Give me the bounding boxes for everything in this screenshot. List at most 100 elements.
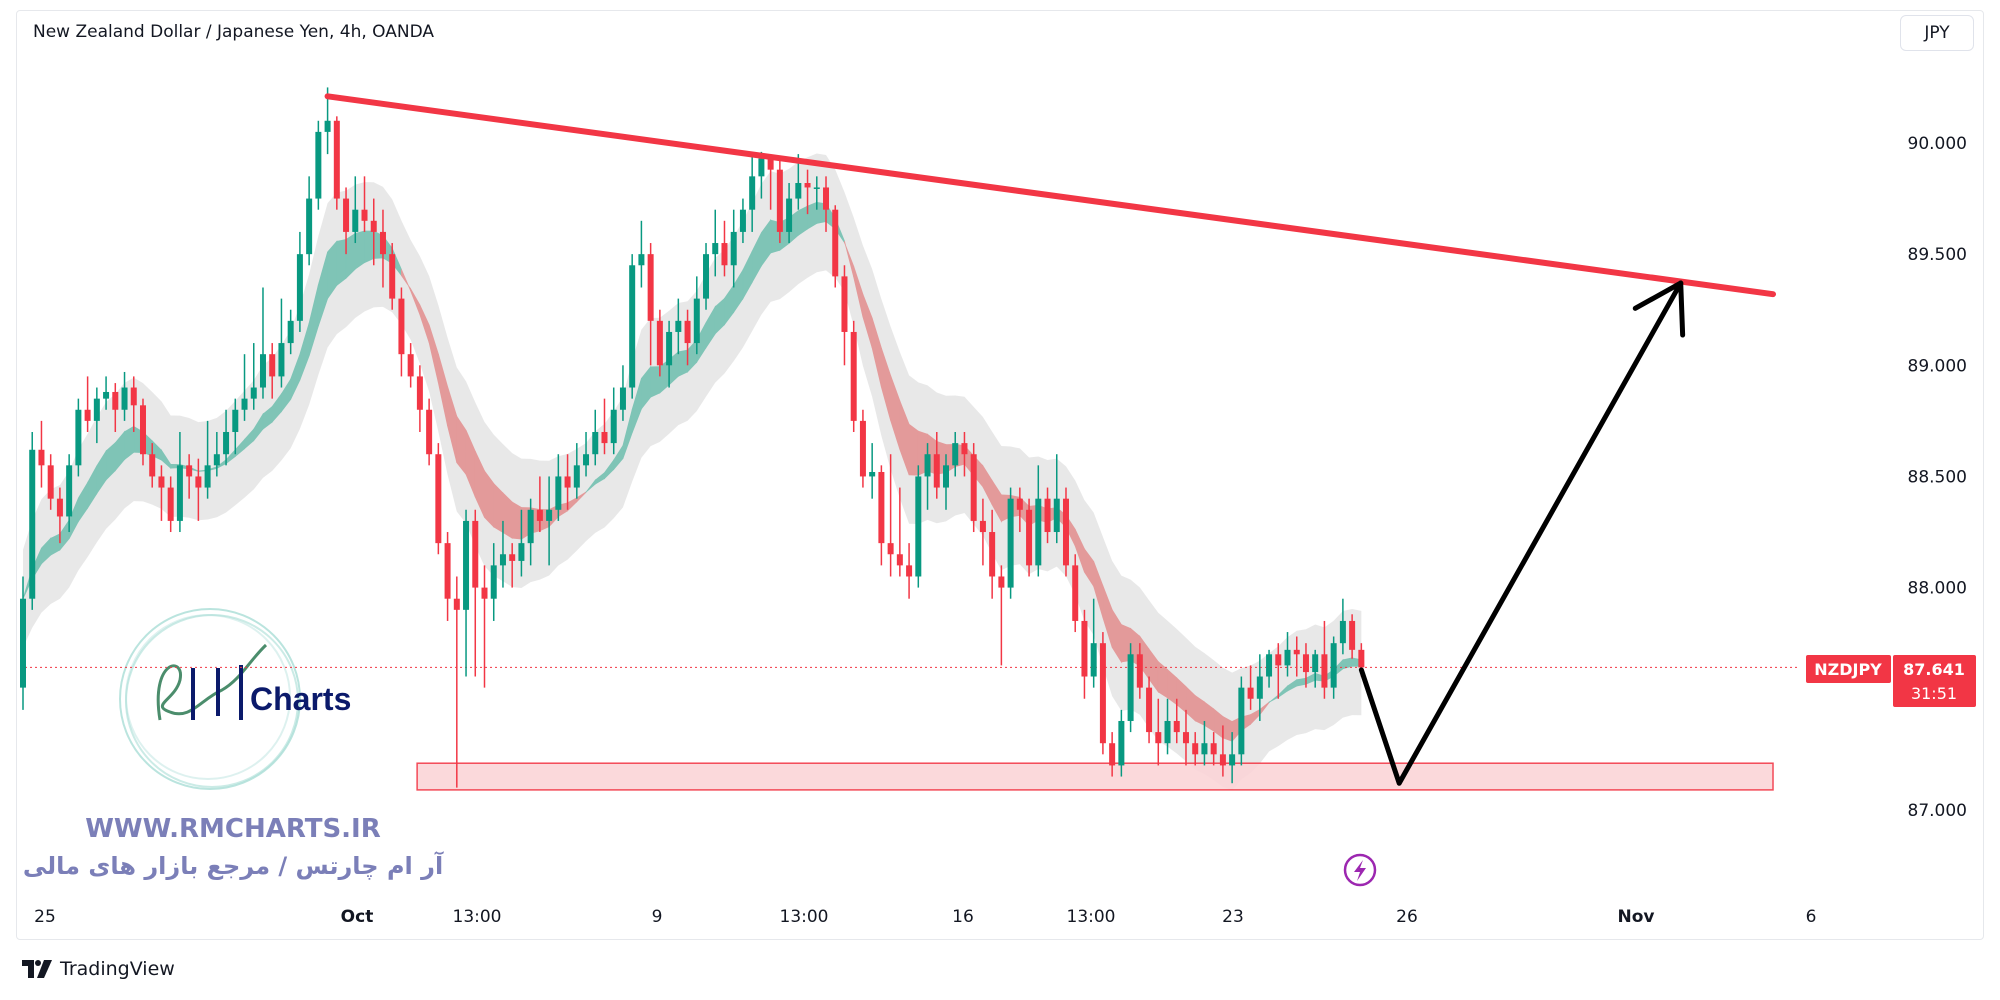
candle bbox=[121, 371, 128, 421]
candle-body bbox=[1275, 654, 1282, 666]
candle bbox=[139, 398, 146, 466]
candle-body bbox=[527, 509, 534, 544]
candle bbox=[1118, 709, 1125, 777]
tradingview-brand[interactable]: TradingView bbox=[22, 958, 175, 980]
price-tick-label: 87.000 bbox=[1908, 801, 1967, 821]
candle-body bbox=[389, 254, 396, 299]
candle-body bbox=[859, 420, 866, 477]
tradingview-text: TradingView bbox=[60, 958, 175, 980]
candle bbox=[610, 387, 617, 455]
candle-body bbox=[776, 169, 783, 232]
candle-body bbox=[1358, 649, 1365, 668]
ema-ribbon-segment bbox=[336, 238, 347, 287]
candle bbox=[241, 354, 248, 421]
candle bbox=[499, 520, 506, 588]
candle bbox=[389, 243, 396, 310]
candle bbox=[906, 543, 913, 599]
candle-body bbox=[1118, 720, 1125, 766]
candle-body bbox=[1266, 654, 1273, 677]
currency-button[interactable]: JPY bbox=[1900, 15, 1974, 51]
lightning-icon[interactable] bbox=[1343, 853, 1377, 887]
candle bbox=[1284, 632, 1291, 677]
candle-body bbox=[1136, 654, 1143, 688]
candle bbox=[416, 365, 423, 432]
candle bbox=[1302, 643, 1309, 688]
candle bbox=[306, 176, 313, 266]
candle-body bbox=[139, 405, 146, 455]
candle-body bbox=[758, 158, 765, 177]
candle bbox=[195, 458, 202, 521]
candle-body bbox=[1256, 676, 1263, 699]
candle bbox=[1099, 632, 1106, 755]
candle bbox=[490, 543, 497, 621]
candle bbox=[1164, 698, 1171, 755]
ema-envelope bbox=[23, 153, 1362, 791]
candle-body bbox=[379, 231, 386, 255]
candle bbox=[1256, 654, 1263, 721]
candle-body bbox=[1127, 654, 1134, 721]
candle-body bbox=[804, 183, 811, 188]
candle-body bbox=[1062, 498, 1069, 566]
candle bbox=[176, 431, 183, 533]
candle-body bbox=[1284, 649, 1291, 666]
candle bbox=[1182, 709, 1189, 766]
candle-body bbox=[1099, 643, 1106, 744]
candle-body bbox=[1219, 754, 1226, 766]
candle bbox=[573, 443, 580, 499]
candles bbox=[20, 87, 1365, 788]
candle bbox=[444, 532, 451, 621]
candle bbox=[638, 220, 645, 288]
candle-body bbox=[970, 454, 977, 521]
candle bbox=[1293, 636, 1300, 677]
candle bbox=[1275, 643, 1282, 699]
candle bbox=[296, 231, 303, 332]
candle bbox=[878, 465, 885, 566]
candle bbox=[1312, 649, 1319, 688]
candle-body bbox=[961, 443, 968, 455]
ema-ribbon bbox=[22, 153, 1362, 791]
candle-body bbox=[933, 454, 940, 488]
candle bbox=[813, 176, 820, 210]
candle bbox=[518, 509, 525, 577]
support-zone bbox=[416, 762, 1774, 791]
symbol-label: NZDJPY bbox=[1806, 655, 1891, 683]
candle-body bbox=[1201, 743, 1208, 755]
candle bbox=[1229, 732, 1236, 784]
candle bbox=[592, 409, 599, 466]
candle bbox=[407, 343, 414, 388]
candle bbox=[703, 243, 710, 310]
ema-ribbon-segment bbox=[511, 501, 522, 540]
price-tick-label: 90.000 bbox=[1908, 134, 1967, 154]
candle bbox=[1192, 732, 1199, 766]
candle bbox=[730, 209, 737, 288]
candle-body bbox=[1173, 720, 1180, 733]
time-label: 13:00 bbox=[780, 907, 829, 927]
candle-body bbox=[546, 509, 553, 521]
candle-body bbox=[176, 465, 183, 521]
candle bbox=[232, 398, 239, 455]
time-label: 13:00 bbox=[1067, 907, 1116, 927]
resistance-trendline bbox=[324, 93, 1777, 298]
candle-body bbox=[703, 254, 710, 299]
candle bbox=[786, 183, 793, 244]
candle-body bbox=[444, 543, 451, 599]
candle-body bbox=[38, 449, 45, 466]
candle bbox=[804, 169, 811, 215]
candle bbox=[379, 209, 386, 288]
candle-body bbox=[223, 431, 230, 455]
candle bbox=[970, 443, 977, 533]
candle bbox=[721, 220, 728, 277]
candle-body bbox=[84, 409, 91, 421]
candle-body bbox=[463, 520, 470, 610]
candle bbox=[167, 476, 174, 533]
candle-body bbox=[167, 487, 174, 521]
candle-body bbox=[629, 265, 636, 388]
time-label: 6 bbox=[1806, 907, 1817, 927]
candle bbox=[223, 409, 230, 466]
candle bbox=[112, 383, 119, 432]
candle bbox=[84, 376, 91, 432]
candle bbox=[93, 387, 100, 444]
candle bbox=[1026, 498, 1033, 577]
candle bbox=[933, 431, 940, 499]
